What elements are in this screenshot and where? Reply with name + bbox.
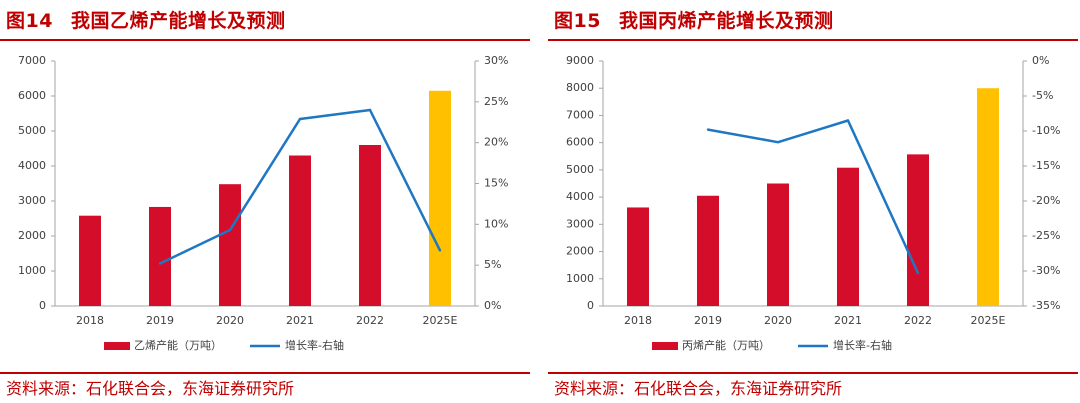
left-tick-label: 7000 [18,54,46,67]
bar-2018 [79,215,101,306]
bar-2020 [767,183,789,306]
x-tick-label: 2025E [423,314,458,327]
left-tick-label: 3000 [18,194,46,207]
growth-rate-point-2020 [776,141,780,144]
left-tick-label: 1000 [18,264,46,277]
x-tick-label: 2022 [904,314,932,327]
right-tick-label: -30% [1032,264,1060,277]
right-tick-label: 20% [484,136,508,149]
right-tick-label: 25% [484,95,508,108]
legend-line-label: 增长率-右轴 [833,338,892,352]
figure-15-panel: 图15 我国丙烯产能增长及预测 0 1000 2000 3000 4000 5000 6000… [548,0,1078,403]
right-tick-label: -35% [1032,299,1060,312]
x-tick-label: 2020 [216,314,244,327]
x-tick-label: 2019 [694,314,722,327]
figure-number: 图15 [554,10,601,32]
x-tick-label: 2018 [76,314,104,327]
left-tick-label: 0 [587,299,594,312]
x-tick-label: 2022 [356,314,384,327]
right-tick-label: 10% [484,217,508,230]
title-rule [548,39,1078,41]
right-tick-label: -15% [1032,159,1060,172]
right-tick-label: -20% [1032,194,1060,207]
growth-rate-point-2022 [916,271,920,275]
bar-2025E [977,88,999,306]
right-tick-label: -10% [1032,124,1060,137]
growth-rate-point-2020 [228,228,232,232]
bar-2019 [697,195,719,306]
left-tick-label: 4000 [566,190,594,203]
left-tick-label: 6000 [18,89,46,102]
bar-2021 [289,155,311,306]
ethylene-capacity-chart: 0 1000 2000 3000 4000 5000 6000 7000 0% 5% 10% 15% 2… [18,54,508,352]
left-tick-label: 5000 [566,163,594,176]
growth-rate-point-2021 [846,119,850,122]
source-note: 资料来源：石化联合会，东海证券研究所 [554,379,843,398]
figure-title-text: 我国丙烯产能增长及预测 [618,10,834,32]
right-tick-label: 0% [484,299,501,312]
left-tick-label: 1000 [566,272,594,285]
x-tick-label: 2019 [146,314,174,327]
left-tick-label: 5000 [18,124,46,137]
legend-bar-swatch [652,342,678,350]
left-tick-label: 2000 [18,229,46,242]
right-tick-label: 15% [484,177,508,190]
left-tick-label: 6000 [566,136,594,149]
growth-rate-point-2025E [438,249,442,252]
left-tick-label: 0 [39,299,46,312]
figure-title: 图14 我国乙烯产能增长及预测 [6,6,285,33]
x-tick-label: 2025E [971,314,1006,327]
right-tick-label: 5% [484,258,501,271]
growth-rate-point-2019 [158,262,162,265]
left-tick-label: 3000 [566,217,594,230]
x-tick-label: 2020 [764,314,792,327]
figure-title-text: 我国乙烯产能增长及预测 [70,10,286,32]
legend-bar-label: 乙烯产能（万吨） [134,338,222,352]
figure-number: 图14 [6,10,53,32]
x-tick-label: 2021 [286,314,314,327]
source-rule [548,372,1078,374]
legend-bar-swatch [104,342,130,350]
left-tick-label: 8000 [566,81,594,94]
growth-rate-point-2019 [706,128,710,131]
growth-rate-point-2021 [298,117,302,121]
growth-rate-line [707,119,920,274]
right-tick-label: -25% [1032,229,1060,242]
bar-2025E [429,90,451,306]
figure-14-panel: 图14 我国乙烯产能增长及预测 0 1000 2000 3000 4000 5000 6000… [0,0,530,403]
bar-2022 [359,145,381,306]
bar-2019 [149,206,171,306]
x-tick-label: 2018 [624,314,652,327]
propylene-capacity-chart: 0 1000 2000 3000 4000 5000 6000 7000 8000 9000 -35… [566,54,1060,352]
bar-2018 [627,207,649,306]
right-tick-label: 0% [1032,54,1049,67]
legend-line-label: 增长率-右轴 [285,338,344,352]
title-rule [0,39,530,41]
left-tick-label: 9000 [566,54,594,67]
right-tick-label: -5% [1032,89,1053,102]
figure-title: 图15 我国丙烯产能增长及预测 [554,6,833,33]
left-tick-label: 7000 [566,108,594,121]
source-rule [0,372,530,374]
left-tick-label: 4000 [18,159,46,172]
bar-2022 [907,154,929,306]
growth-rate-point-2022 [368,108,372,112]
right-tick-label: 30% [484,54,508,67]
source-note: 资料来源：石化联合会，东海证券研究所 [6,379,295,398]
x-tick-label: 2021 [834,314,862,327]
bar-2021 [837,167,859,306]
left-tick-label: 2000 [566,245,594,258]
legend-bar-label: 丙烯产能（万吨） [682,338,770,352]
bar-2020 [219,184,241,306]
